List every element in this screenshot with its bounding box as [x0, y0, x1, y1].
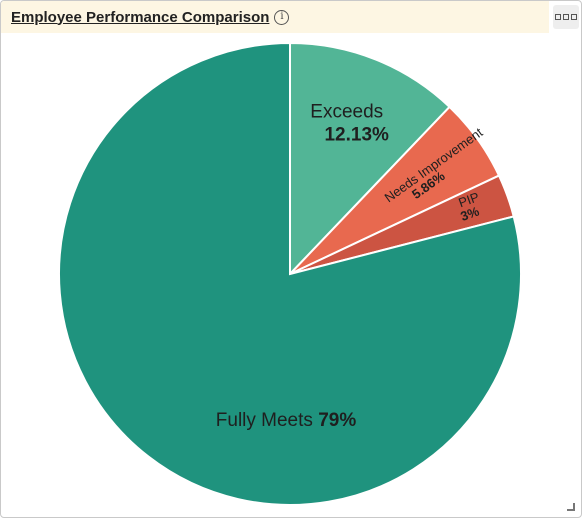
resize-handle-icon[interactable]	[567, 503, 575, 511]
pie-slice-fully-meets[interactable]	[58, 41, 522, 506]
more-options-icon[interactable]	[553, 5, 579, 29]
chart-title[interactable]: Employee Performance Comparison	[11, 8, 270, 26]
slice-value-exceeds: 12.13%	[324, 124, 389, 145]
pie-slice-exceeds[interactable]	[289, 41, 451, 277]
widget-header: Employee Performance Comparison i	[1, 1, 549, 33]
info-icon[interactable]: i	[274, 9, 290, 25]
slice-label-exceeds: Exceeds	[310, 101, 383, 122]
slice-label-pip: PIP	[456, 189, 481, 210]
slice-label-fully-meets: Fully Meets 79%	[216, 410, 357, 431]
slice-value-pip: 3%	[458, 203, 481, 224]
